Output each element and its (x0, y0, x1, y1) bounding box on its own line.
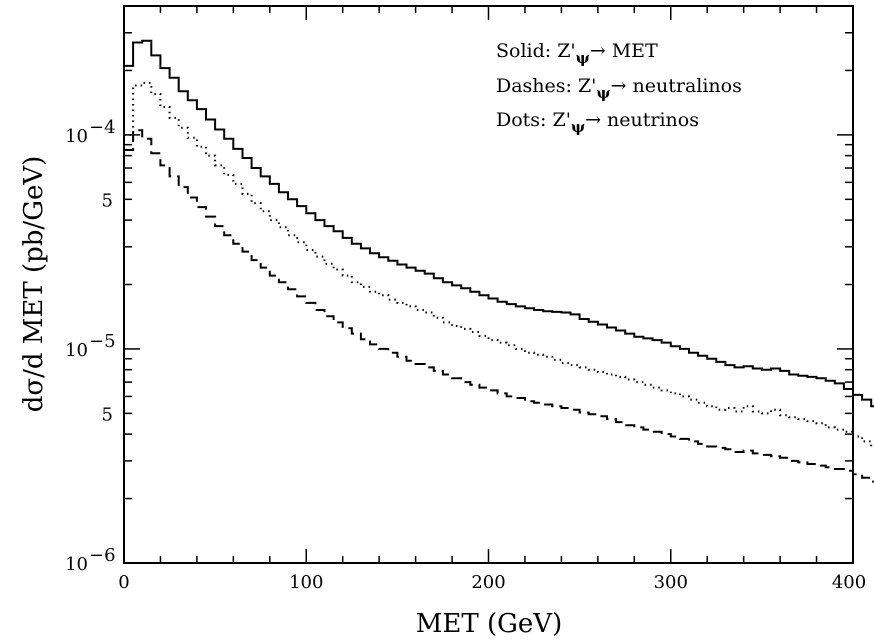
series-solid (124, 39, 874, 408)
y-tick-exponent: −5 (89, 331, 116, 352)
x-tick-label: 200 (471, 572, 505, 593)
legend: Solid: Z'ψ→ MET Dashes: Z'ψ→ neutralinos D… (496, 40, 742, 136)
legend-entry-solid: Solid: Z'ψ→ MET (496, 40, 658, 67)
x-tick-label: 300 (654, 572, 688, 593)
y-tick-mantissa: 10 (65, 340, 88, 361)
y-tick-mantissa: 10 (65, 126, 88, 147)
y-tick-mantissa: 5 (102, 190, 113, 211)
axis-ticks (123, 5, 854, 564)
y-tick-label: 10 −6 (65, 545, 115, 575)
y-tick-label: 5 (102, 190, 113, 211)
y-tick-label: 10 −4 (65, 117, 115, 147)
y-tick-mantissa: 5 (102, 404, 113, 425)
y-tick-exponent: −4 (89, 117, 116, 138)
series-dotted (124, 81, 874, 448)
series-layer (124, 39, 874, 483)
plot-frame (123, 5, 854, 564)
y-tick-label: 10 −5 (65, 331, 115, 361)
y-tick-exponent: −6 (89, 545, 116, 566)
x-tick-label: 400 (832, 572, 866, 593)
legend-entry-dots: Dots: Z'ψ→ neutrinos (496, 109, 699, 136)
x-tick-label: 100 (289, 572, 323, 593)
y-tick-label: 5 (102, 404, 113, 425)
x-axis-title: MET (GeV) (416, 609, 562, 639)
legend-entry-dashes: Dashes: Z'ψ→ neutralinos (496, 75, 742, 102)
x-tick-label: 0 (118, 572, 129, 593)
y-tick-mantissa: 10 (65, 554, 88, 575)
y-axis-title: dσ/d MET (pb/GeV) (19, 156, 49, 413)
series-dashed (124, 129, 874, 483)
